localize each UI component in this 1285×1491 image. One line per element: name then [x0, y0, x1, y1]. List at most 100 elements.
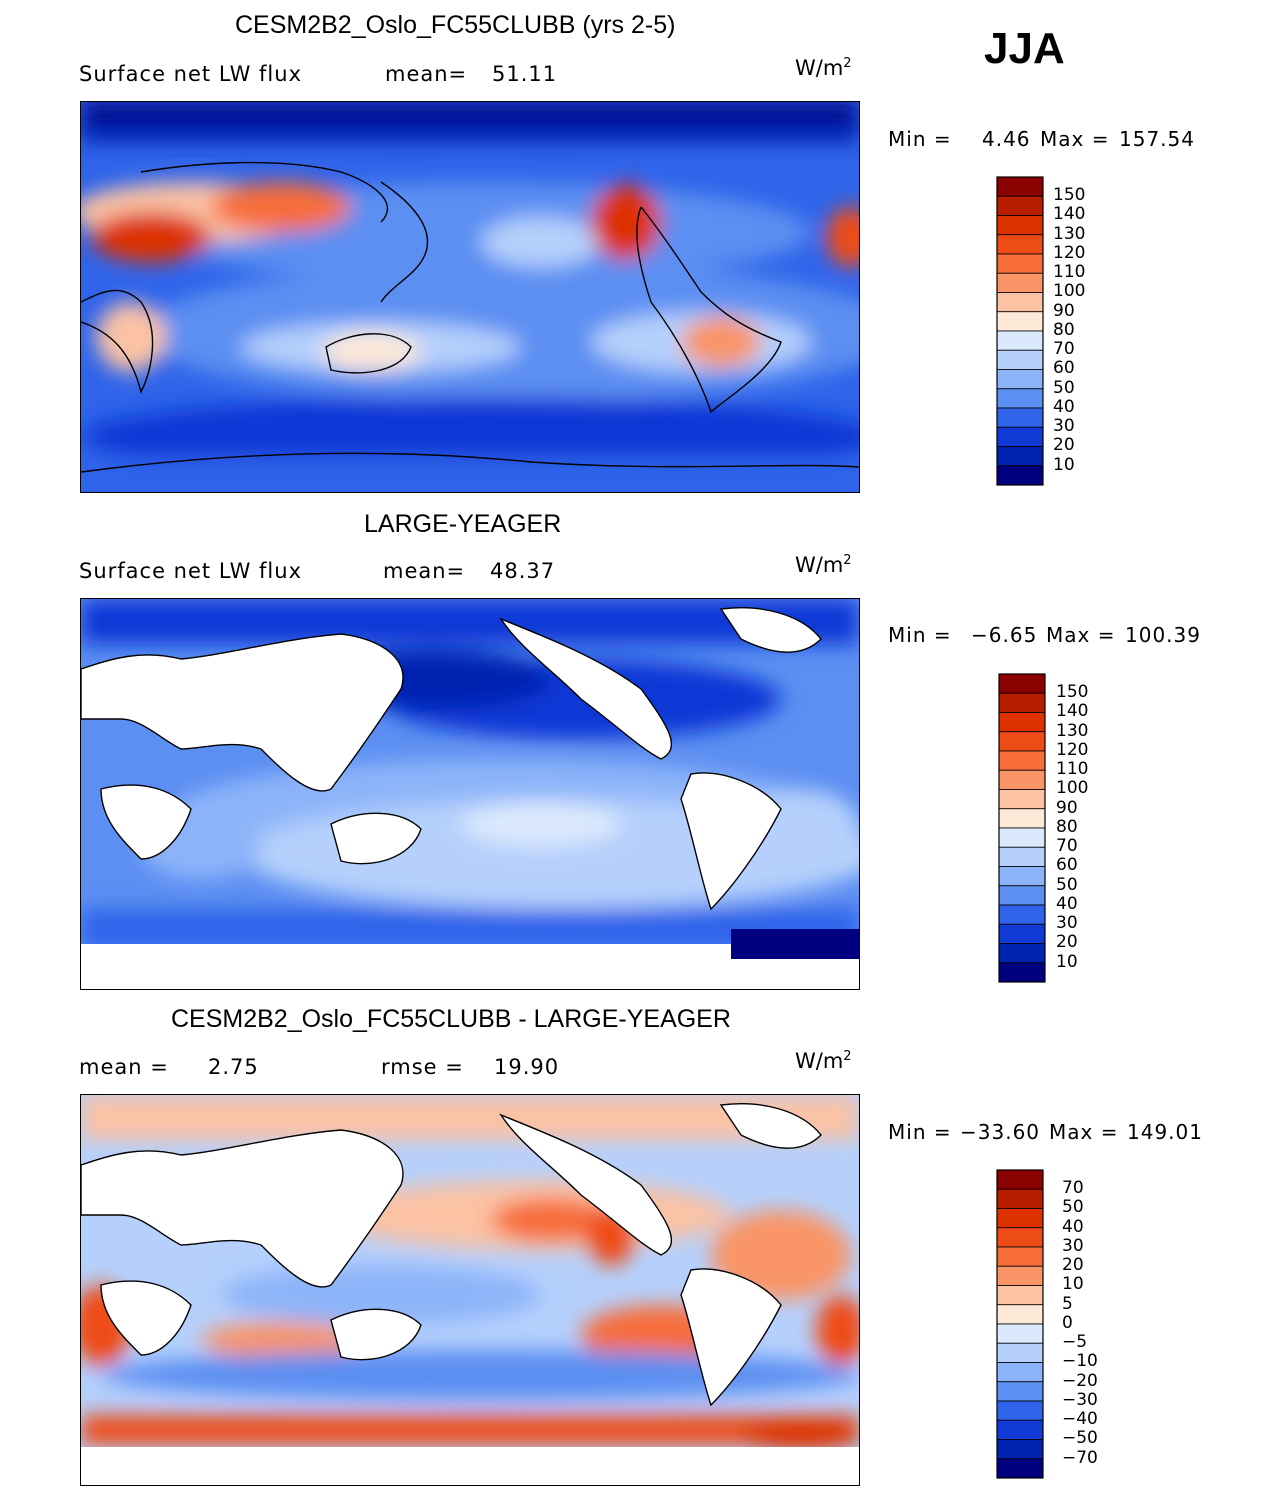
colorbar-swatch	[996, 407, 1044, 428]
season-label: JJA	[984, 24, 1065, 73]
colorbar-tick-label: 80	[1056, 816, 1078, 837]
colorbar-tick-label: 10	[1056, 951, 1078, 972]
colorbar-swatch	[996, 253, 1044, 274]
colorbar-swatch	[998, 789, 1046, 810]
colorbar-swatch	[998, 731, 1046, 752]
colorbar-swatch	[996, 446, 1044, 467]
colorbar-swatch	[998, 750, 1046, 771]
colorbar-tick-label: 120	[1053, 242, 1086, 263]
panel3-min-value: −33.60	[960, 1120, 1041, 1144]
panel2-field	[81, 599, 859, 989]
colorbar-tick-label: 10	[1053, 454, 1075, 475]
panel3-mean-label: mean =	[79, 1055, 169, 1079]
panel2-units: W/m2	[795, 553, 852, 577]
panel2-mean-value: 48.37	[490, 559, 556, 583]
panel2-title: LARGE-YEAGER	[364, 510, 562, 538]
panel1-map	[80, 101, 860, 493]
colorbar-tick-label: 30	[1053, 416, 1075, 436]
colorbar-tick-label: 90	[1056, 797, 1078, 818]
colorbar-swatch	[996, 1285, 1044, 1306]
colorbar-swatch	[996, 1400, 1044, 1421]
colorbar-swatch	[996, 1169, 1044, 1190]
colorbar-swatch	[996, 292, 1044, 313]
panel2-map	[80, 598, 860, 990]
colorbar-tick-label: 80	[1053, 319, 1075, 340]
panel1-max-label: Max =	[1040, 127, 1110, 151]
colorbar-tick-label: 140	[1056, 701, 1089, 722]
colorbar-swatch	[996, 1188, 1044, 1209]
colorbar-swatch	[998, 769, 1046, 790]
colorbar-tick-label: −20	[1062, 1370, 1098, 1391]
colorbar-tick-label: 20	[1062, 1255, 1084, 1275]
panel1-units: W/m2	[795, 56, 852, 80]
colorbar-swatch	[996, 465, 1044, 486]
colorbar-tick-label: 50	[1056, 874, 1078, 895]
colorbar-swatch	[996, 349, 1044, 370]
panel3-rmse-label: rmse =	[381, 1055, 464, 1079]
panel1-min-label: Min =	[888, 127, 952, 151]
colorbar-swatch	[998, 827, 1046, 848]
colorbar-frame	[996, 176, 1044, 486]
colorbar-swatch	[996, 195, 1044, 216]
colorbar-tick-label: 130	[1056, 720, 1089, 741]
colorbar-swatch	[996, 1342, 1044, 1363]
colorbar-tick-label: −30	[1062, 1389, 1098, 1410]
colorbar-tick-label: 0	[1062, 1312, 1073, 1333]
colorbar-tick-label: 30	[1056, 913, 1078, 933]
colorbar-tick-label: 40	[1056, 893, 1078, 914]
colorbar-swatch	[996, 1362, 1044, 1383]
colorbar-swatch	[996, 1458, 1044, 1479]
colorbar-swatch	[998, 962, 1046, 983]
panel3-colorbar	[996, 1169, 1044, 1479]
colorbar-tick-label: 70	[1062, 1178, 1084, 1198]
colorbar-swatch	[996, 1381, 1044, 1402]
colorbar-tick-label: 30	[1062, 1235, 1084, 1256]
colorbar-frame	[998, 673, 1046, 983]
panel1-mean-label: mean=	[385, 62, 468, 86]
colorbar-tick-label: 60	[1056, 855, 1078, 876]
panel3-mean-value: 2.75	[208, 1055, 259, 1079]
colorbar-tick-label: −40	[1062, 1409, 1098, 1429]
colorbar-swatch	[996, 426, 1044, 447]
colorbar-swatch	[996, 1439, 1044, 1460]
colorbar-swatch	[996, 388, 1044, 409]
colorbar-swatch	[996, 272, 1044, 293]
colorbar-tick-label: 90	[1053, 300, 1075, 321]
panel3-max-label: Max =	[1049, 1120, 1119, 1144]
colorbar-tick-label: 60	[1053, 358, 1075, 379]
panel3-max-value: 149.01	[1127, 1120, 1203, 1144]
panel2-max-value: 100.39	[1125, 623, 1201, 647]
colorbar-tick-label: 110	[1056, 759, 1089, 779]
colorbar-swatch	[998, 904, 1046, 925]
colorbar-tick-label: 10	[1062, 1274, 1084, 1295]
colorbar-swatch	[996, 176, 1044, 197]
colorbar-tick-label: 5	[1062, 1293, 1073, 1314]
panel1-max-value: 157.54	[1119, 127, 1195, 151]
colorbar-tick-label: 20	[1053, 435, 1075, 456]
colorbar-swatch	[996, 1208, 1044, 1229]
panel2-mean-label: mean=	[383, 559, 466, 583]
colorbar-swatch	[996, 215, 1044, 236]
colorbar-tick-label: −50	[1062, 1428, 1098, 1449]
colorbar-tick-label: −5	[1062, 1332, 1088, 1352]
panel3-field	[81, 1095, 859, 1485]
colorbar-swatch	[998, 885, 1046, 906]
colorbar-tick-label: 140	[1053, 204, 1086, 225]
panel1-field	[81, 102, 859, 492]
panel1-colorbar	[996, 176, 1044, 486]
colorbar-tick-label: 50	[1053, 377, 1075, 398]
colorbar-swatch	[996, 1304, 1044, 1325]
colorbar-swatch	[998, 923, 1046, 944]
panel1-min-value: 4.46	[982, 127, 1031, 151]
colorbar-swatch	[996, 311, 1044, 332]
colorbar-tick-label: 50	[1062, 1197, 1084, 1218]
colorbar-tick-label: 130	[1053, 223, 1086, 244]
panel3-min-label: Min =	[888, 1120, 952, 1144]
panel3-rmse-value: 19.90	[494, 1055, 560, 1079]
colorbar-tick-label: −70	[1062, 1447, 1098, 1468]
panel2-variable: Surface net LW flux	[79, 559, 302, 583]
colorbar-tick-label: 120	[1056, 739, 1089, 760]
colorbar-tick-label: 150	[1056, 682, 1089, 702]
colorbar-swatch	[996, 369, 1044, 390]
colorbar-tick-label: 100	[1056, 778, 1089, 799]
